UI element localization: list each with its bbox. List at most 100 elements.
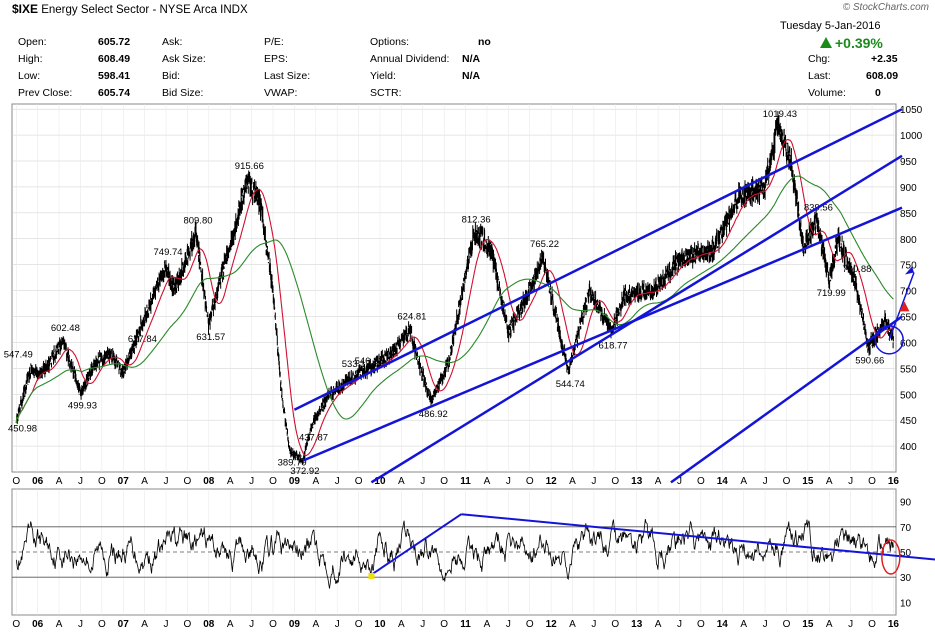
- x-tick-label: A: [398, 476, 405, 487]
- x-tick-label: O: [269, 476, 277, 487]
- x-tick-label: J: [506, 619, 511, 630]
- x-tick-label: A: [740, 476, 747, 487]
- price-annotation: 809.80: [183, 216, 212, 227]
- x-tick-label: 06: [32, 476, 44, 487]
- x-tick-label: O: [269, 619, 277, 630]
- x-tick-label: 06: [32, 619, 44, 630]
- x-tick-label: O: [611, 619, 619, 630]
- quote-value: 608.09: [866, 70, 899, 82]
- x-tick-label: A: [227, 476, 234, 487]
- x-tick-label: O: [184, 619, 192, 630]
- quote-label: P/E:: [264, 36, 284, 48]
- price-annotation: 627.84: [128, 334, 157, 345]
- rsi-marker: [368, 572, 375, 579]
- channel-line: [370, 154, 903, 484]
- x-tick-label: O: [355, 619, 363, 630]
- x-tick-label: 07: [118, 476, 130, 487]
- price-annotation: 812.36: [462, 214, 491, 225]
- x-tick-label: O: [98, 476, 106, 487]
- price-annotation: 499.93: [68, 400, 97, 411]
- price-annotation: 486.92: [419, 409, 448, 420]
- price-y-tick: 500: [900, 390, 917, 401]
- x-tick-label: 14: [717, 619, 729, 630]
- x-tick-label: 11: [460, 619, 471, 630]
- quote-label: Annual Dividend:: [370, 53, 450, 65]
- price-y-tick: 900: [900, 183, 917, 194]
- x-tick-label: A: [655, 619, 662, 630]
- x-tick-label: O: [783, 476, 791, 487]
- rsi-y-tick: 30: [900, 573, 912, 584]
- price-annotation: 719.99: [817, 288, 846, 299]
- x-tick-label: 08: [203, 619, 215, 630]
- quote-label: SCTR:: [370, 87, 402, 99]
- quote-label: High:: [18, 53, 43, 65]
- x-tick-label: O: [697, 476, 705, 487]
- quote-value: 598.41: [98, 70, 131, 82]
- chart-title: $IXE Energy Select Sector - NYSE Arca IN…: [12, 2, 248, 16]
- x-tick-label: A: [740, 619, 747, 630]
- x-tick-label: J: [164, 476, 169, 487]
- rsi-circle-highlight: [881, 539, 901, 575]
- rsi-line: [15, 519, 894, 589]
- x-tick-label: 10: [374, 476, 386, 487]
- price-y-tick: 400: [900, 442, 917, 453]
- x-tick-label: J: [677, 619, 682, 630]
- x-tick-label: 13: [631, 619, 643, 630]
- quote-value: 605.74: [98, 87, 131, 99]
- quote-label: Last Size:: [264, 70, 311, 82]
- price-annotation: 631.57: [196, 332, 225, 343]
- price-annotation: 1019.43: [763, 109, 797, 120]
- quote-value: 605.72: [98, 36, 131, 48]
- x-tick-label: O: [440, 476, 448, 487]
- price-y-tick: 650: [900, 313, 917, 324]
- x-tick-label: A: [484, 476, 491, 487]
- rsi-trend-line: [370, 513, 462, 576]
- price-y-tick: 550: [900, 364, 917, 375]
- x-tick-label: 15: [802, 476, 814, 487]
- x-tick-label: J: [249, 619, 254, 630]
- x-tick-label: 08: [203, 476, 215, 487]
- quote-label: Ask Size:: [162, 53, 206, 65]
- x-tick-label: J: [420, 476, 425, 487]
- quote-value: 0: [875, 87, 881, 99]
- x-tick-label: O: [526, 619, 534, 630]
- x-tick-label: 09: [289, 619, 301, 630]
- x-tick-label: 12: [546, 476, 558, 487]
- x-tick-label: O: [184, 476, 192, 487]
- price-y-tick: 600: [900, 338, 917, 349]
- x-tick-label: 13: [631, 476, 643, 487]
- quote-value: N/A: [462, 53, 481, 65]
- x-tick-label: A: [227, 619, 234, 630]
- x-tick-label: J: [78, 476, 83, 487]
- quote-date: Tuesday 5-Jan-2016: [780, 20, 881, 32]
- symbol: $IXE: [12, 2, 39, 16]
- price-annotation: 720.88: [842, 264, 871, 275]
- x-tick-label: 09: [289, 476, 301, 487]
- quote-label: Last:: [808, 70, 831, 82]
- x-tick-label: J: [677, 476, 682, 487]
- x-tick-label: J: [848, 476, 853, 487]
- rsi-y-tick: 90: [900, 498, 912, 509]
- x-tick-label: O: [697, 619, 705, 630]
- quote-label: Bid Size:: [162, 87, 204, 99]
- price-annotation: 533.17: [342, 359, 371, 370]
- price-y-tick: 850: [900, 209, 917, 220]
- x-tick-label: 10: [374, 619, 386, 630]
- price-annotation: 624.81: [397, 312, 426, 323]
- x-tick-label: J: [335, 619, 340, 630]
- x-tick-label: A: [56, 619, 63, 630]
- red-marker-icon: [899, 301, 910, 312]
- price-annotation: 544.74: [556, 379, 585, 390]
- x-tick-label: 12: [546, 619, 558, 630]
- price-y-tick: 700: [900, 287, 917, 298]
- moving-average-200: [15, 175, 894, 424]
- price-y-tick: 1050: [900, 105, 923, 116]
- up-arrow-icon: [820, 37, 832, 48]
- rsi-y-tick: 10: [900, 598, 912, 609]
- price-annotation: 618.77: [599, 341, 628, 352]
- x-tick-label: A: [569, 476, 576, 487]
- x-tick-label: A: [56, 476, 63, 487]
- quote-label: Open:: [18, 36, 47, 48]
- price-annotation: 547.49: [4, 350, 33, 361]
